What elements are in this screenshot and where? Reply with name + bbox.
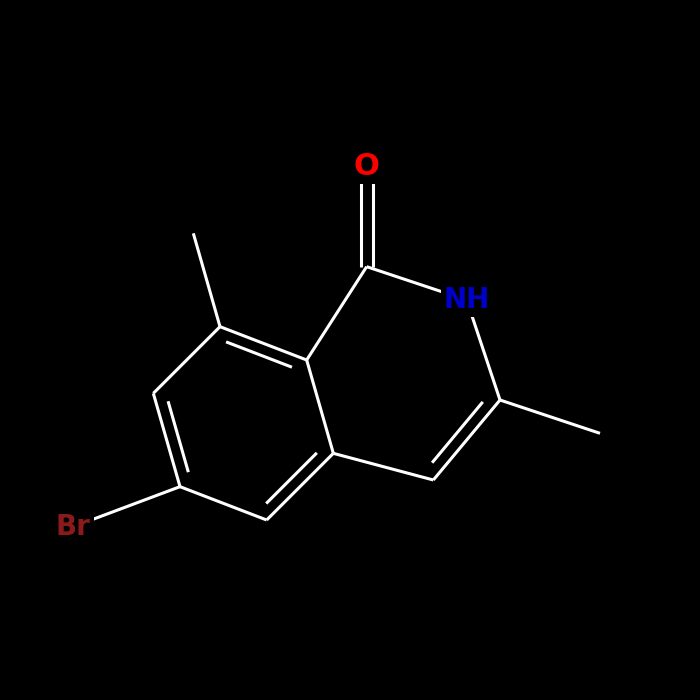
Text: Br: Br <box>56 512 91 540</box>
Text: NH: NH <box>444 286 490 314</box>
Text: O: O <box>354 152 379 181</box>
